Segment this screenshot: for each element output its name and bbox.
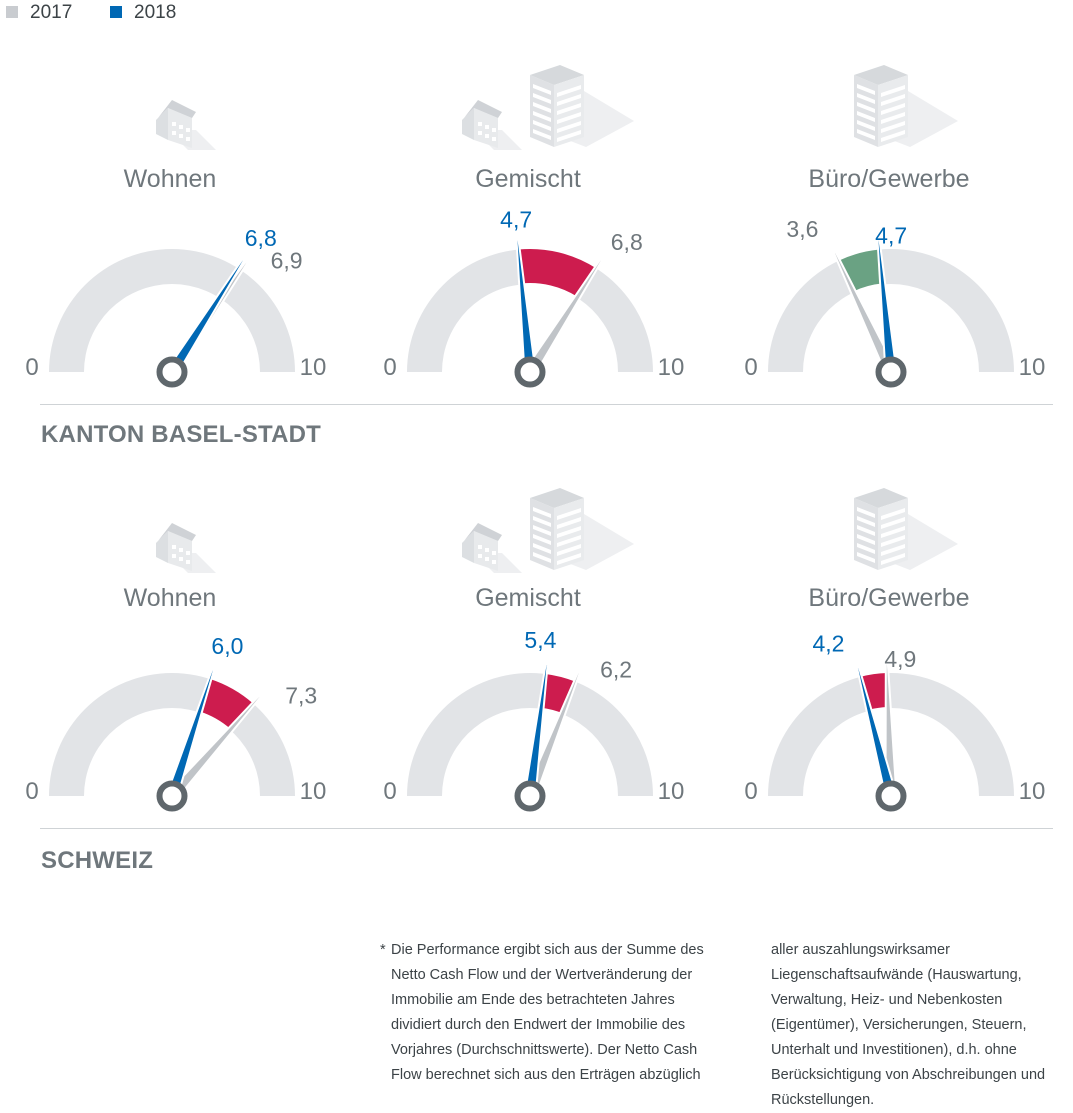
building-shape xyxy=(854,488,958,570)
gauge-6: Büro/Gewerbe 0 10 4,9 4,2 xyxy=(744,488,1046,812)
gauge-category-label: Wohnen xyxy=(124,165,217,193)
gauge-max-label: 10 xyxy=(300,354,327,381)
value-label-2018: 4,7 xyxy=(875,223,907,249)
gauge-max-label: 10 xyxy=(300,778,327,805)
footnote-text-1: Die Performance ergibt sich aus der Summ… xyxy=(391,942,704,1083)
gauge-hub xyxy=(514,780,546,812)
value-label-2018: 6,8 xyxy=(245,225,277,251)
value-label-2017: 4,9 xyxy=(884,646,916,672)
gauge-category-label: Büro/Gewerbe xyxy=(808,584,969,612)
gauge-min-label: 0 xyxy=(383,354,396,381)
gauge-hub xyxy=(156,780,188,812)
gauge-5: Gemischt 0 10 6,2 5,4 xyxy=(383,488,685,812)
gauge-3: Büro/Gewerbe 0 10 3,6 4,7 xyxy=(744,65,1046,388)
building-shape xyxy=(530,65,634,147)
gauge-category-label: Büro/Gewerbe xyxy=(808,165,969,193)
house-icon xyxy=(156,100,216,150)
gauge-max-label: 10 xyxy=(658,778,685,805)
gauge-min-label: 0 xyxy=(25,354,38,381)
legend-label-2017: 2017 xyxy=(30,2,73,23)
legend-swatch-2017 xyxy=(6,6,18,18)
gauge-track xyxy=(768,249,1014,372)
house-and-office-icon xyxy=(462,65,634,150)
value-label-2018: 5,4 xyxy=(524,627,556,653)
office-building-icon xyxy=(854,65,958,147)
gauge-category-label: Wohnen xyxy=(124,584,217,612)
gauge-hub xyxy=(514,356,546,388)
gauge-hub xyxy=(875,780,907,812)
footnote-marker: * xyxy=(380,942,386,958)
gauge-2: Gemischt 0 10 6,8 4,7 xyxy=(383,65,685,388)
gauge-1: Wohnen 0 10 6,96,8 xyxy=(25,100,327,388)
section-title-basel: KANTON BASEL-STADT xyxy=(41,421,322,448)
building-shape xyxy=(530,488,634,570)
section-title-schweiz: SCHWEIZ xyxy=(41,847,154,874)
gauge-4: Wohnen 0 10 7,3 6,0 xyxy=(25,523,327,812)
gauge-max-label: 10 xyxy=(1019,778,1046,805)
house-icon xyxy=(156,523,216,573)
footnote-column-2: aller auszahlungswirksamer Liegenschafts… xyxy=(771,938,1071,1113)
gauge-track xyxy=(49,249,295,372)
house-shape xyxy=(462,523,522,573)
value-label-2018: 4,2 xyxy=(812,631,844,657)
gauge-min-label: 0 xyxy=(383,778,396,805)
house-and-office-icon xyxy=(462,488,634,573)
gauge-min-label: 0 xyxy=(744,778,757,805)
house-shape xyxy=(156,523,216,573)
value-label-2018: 6,0 xyxy=(211,633,243,659)
gauge-category-label: Gemischt xyxy=(475,165,581,193)
gauge-min-label: 0 xyxy=(25,778,38,805)
gauge-track xyxy=(407,673,653,796)
gauge-track xyxy=(768,673,1014,796)
value-label-2017: 6,2 xyxy=(600,656,632,682)
gauge-hub xyxy=(875,356,907,388)
office-building-icon xyxy=(854,488,958,570)
section-divider-schweiz xyxy=(40,828,1053,829)
section-divider-basel xyxy=(40,404,1053,405)
gauge-min-label: 0 xyxy=(744,354,757,381)
value-label-2018: 4,7 xyxy=(500,207,532,233)
legend-swatch-2018 xyxy=(110,6,122,18)
legend-label-2018: 2018 xyxy=(134,2,177,23)
value-label-2017: 7,3 xyxy=(285,683,317,709)
house-shape xyxy=(156,100,216,150)
building-shape xyxy=(854,65,958,147)
footnote-column-1: * Die Performance ergibt sich aus der Su… xyxy=(380,938,720,1088)
gauge-hub xyxy=(156,356,188,388)
value-label-2017: 6,9 xyxy=(271,247,303,273)
footnote-text-2: aller auszahlungswirksamer Liegenschafts… xyxy=(771,942,1046,1108)
gauge-max-label: 10 xyxy=(658,354,685,381)
house-shape xyxy=(462,100,522,150)
gauge-category-label: Gemischt xyxy=(475,584,581,612)
value-label-2017: 3,6 xyxy=(786,216,818,242)
value-label-2017: 6,8 xyxy=(611,229,643,255)
gauge-max-label: 10 xyxy=(1019,354,1046,381)
